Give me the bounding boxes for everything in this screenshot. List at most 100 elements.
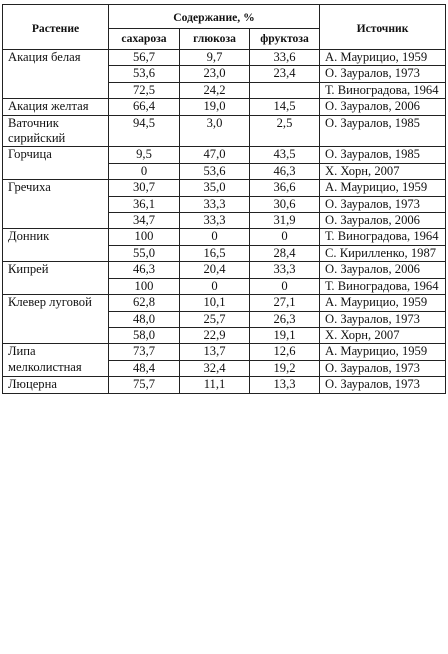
table-row: Гречиха 30,7 35,0 36,6 А. Маурицио, 1959 [2,179,446,230]
sucrose-cell: 72,5 [108,81,180,100]
table-row: 36,1 33,3 30,6 О. Зауралов, 1973 [3,195,446,214]
fructose-cell: 28,4 [249,244,320,263]
sucrose-cell: 56,7 [108,48,180,67]
table-row: 48,4 32,4 19,2 О. Зауралов, 1973 [3,359,446,378]
table-row: Липа мелколистная 73,7 13,7 12,6 А. Маурицио… [2,343,446,378]
fructose-cell: 30,6 [249,195,320,214]
glucose-cell: 10,1 [179,294,250,312]
sucrose-cell: 100 [108,228,180,246]
source-cell: О. Зауралов, 2006 [319,261,446,279]
sucrose-cell: 34,7 [108,212,180,230]
fructose-cell: 14,5 [249,98,320,116]
header-sucrose: сахароза [108,28,180,50]
plant-name-cell: Ваточник сирийский [2,114,109,148]
table-row: Донник 100 0 0 Т. Виноградова, 1964 [2,228,446,263]
fructose-cell: 36,6 [249,179,320,197]
source-cell: О. Зауралов, 2006 [319,212,446,230]
source-cell: Т. Виноградова, 1964 [319,277,446,296]
glucose-cell: 23,0 [179,65,250,83]
table-header: Растение Содержание, % Источник сахароза… [2,4,446,50]
table-row: Акация желтая 66,4 19,0 14,5 О. Зауралов, 20… [2,98,446,116]
table-row: 100 0 0 Т. Виноградова, 1964 [3,277,446,296]
table-row: 48,0 25,7 26,3 О. Зауралов, 1973 [3,310,446,328]
table-container: Растение Содержание, % Источник сахароза… [2,4,446,394]
table-row: Клевер луговой 62,8 10,1 27,1 А. Маурицио, 1… [2,294,446,345]
glucose-cell: 3,0 [179,114,250,148]
sucrose-cell: 46,3 [108,261,180,279]
header-source: Источник [319,4,446,50]
sucrose-cell: 73,7 [108,343,180,361]
fructose-cell: 19,1 [249,326,320,345]
source-cell: А. Маурицио, 1959 [319,294,446,312]
fructose-cell: 27,1 [249,294,320,312]
fructose-cell: 12,6 [249,343,320,361]
glucose-cell: 47,0 [179,146,250,164]
source-cell: О. Зауралов, 1973 [319,376,446,394]
sucrose-cell: 48,4 [108,359,180,378]
plant-name-cell: Гречиха [2,179,109,230]
fructose-cell: 13,3 [249,376,320,394]
sucrose-cell: 62,8 [108,294,180,312]
table-row: 58,0 22,9 19,1 Х. Хорн, 2007 [3,326,446,345]
fructose-cell [249,81,320,100]
source-cell: Т. Виноградова, 1964 [319,228,446,246]
plant-name-cell: Клевер луговой [2,294,109,345]
sucrose-cell: 66,4 [108,98,180,116]
sucrose-cell: 94,5 [108,114,180,148]
fructose-cell: 31,9 [249,212,320,230]
plant-name-cell: Люцерна [2,376,109,394]
source-cell: Х. Хорн, 2007 [319,326,446,345]
source-cell: О. Зауралов, 1985 [319,146,446,164]
plant-name-cell: Акация белая [2,48,109,100]
sucrose-cell: 55,0 [108,244,180,263]
sucrose-cell: 58,0 [108,326,180,345]
glucose-cell: 32,4 [179,359,250,378]
table-row: Кипрей 46,3 20,4 33,3 О. Зауралов, 2006 [2,261,446,296]
sucrose-cell: 30,7 [108,179,180,197]
fructose-cell: 26,3 [249,310,320,328]
source-cell: А. Маурицио, 1959 [319,179,446,197]
glucose-cell: 24,2 [179,81,250,100]
source-cell: А. Маурицио, 1959 [319,48,446,67]
sucrose-cell: 75,7 [108,376,180,394]
glucose-cell: 11,1 [179,376,250,394]
table-row: 34,7 33,3 31,9 О. Зауралов, 2006 [3,212,446,230]
fructose-cell: 46,3 [249,162,320,181]
fructose-cell: 0 [249,277,320,296]
plant-name-cell: Акация желтая [2,98,109,116]
glucose-cell: 9,7 [179,48,250,67]
table-row: 0 53,6 46,3 Х. Хорн, 2007 [3,162,446,181]
source-cell: О. Зауралов, 1973 [319,65,446,83]
glucose-cell: 25,7 [179,310,250,328]
source-cell: А. Маурицио, 1959 [319,343,446,361]
plant-name-cell: Липа мелколистная [2,343,109,378]
plant-name-cell: Горчица [2,146,109,181]
sucrose-cell: 36,1 [108,195,180,214]
glucose-cell: 53,6 [179,162,250,181]
source-cell: Т. Виноградова, 1964 [319,81,446,100]
source-cell: О. Зауралов, 1973 [319,359,446,378]
source-cell: О. Зауралов, 2006 [319,98,446,116]
sucrose-cell: 9,5 [108,146,180,164]
sucrose-cell: 53,6 [108,65,180,83]
table-row: 55,0 16,5 28,4 С. Кирилленко, 1987 [3,244,446,263]
sucrose-cell: 100 [108,277,180,296]
plant-name-cell: Донник [2,228,109,263]
sucrose-cell: 48,0 [108,310,180,328]
table-row: Горчица 9,5 47,0 43,5 О. Зауралов, 1985 [2,146,446,181]
header-glucose: глюкоза [179,28,250,50]
table-row: Ваточник сирийский 94,5 3,0 2,5 О. Зауралов,… [2,114,446,148]
table-row: Акация белая 56,7 9,7 33,6 А. Маурицио, 1959 [2,48,446,100]
table-row: Люцерна 75,7 11,1 13,3 О. Зауралов, 1973 [2,376,446,394]
source-cell: О. Зауралов, 1985 [319,114,446,148]
glucose-cell: 16,5 [179,244,250,263]
sucrose-cell: 0 [108,162,180,181]
fructose-cell: 19,2 [249,359,320,378]
fructose-cell: 23,4 [249,65,320,83]
header-plant: Растение [2,4,109,50]
glucose-cell: 22,9 [179,326,250,345]
header-fructose: фруктоза [249,28,320,50]
fructose-cell: 2,5 [249,114,320,148]
glucose-cell: 0 [179,228,250,246]
fructose-cell: 33,6 [249,48,320,67]
